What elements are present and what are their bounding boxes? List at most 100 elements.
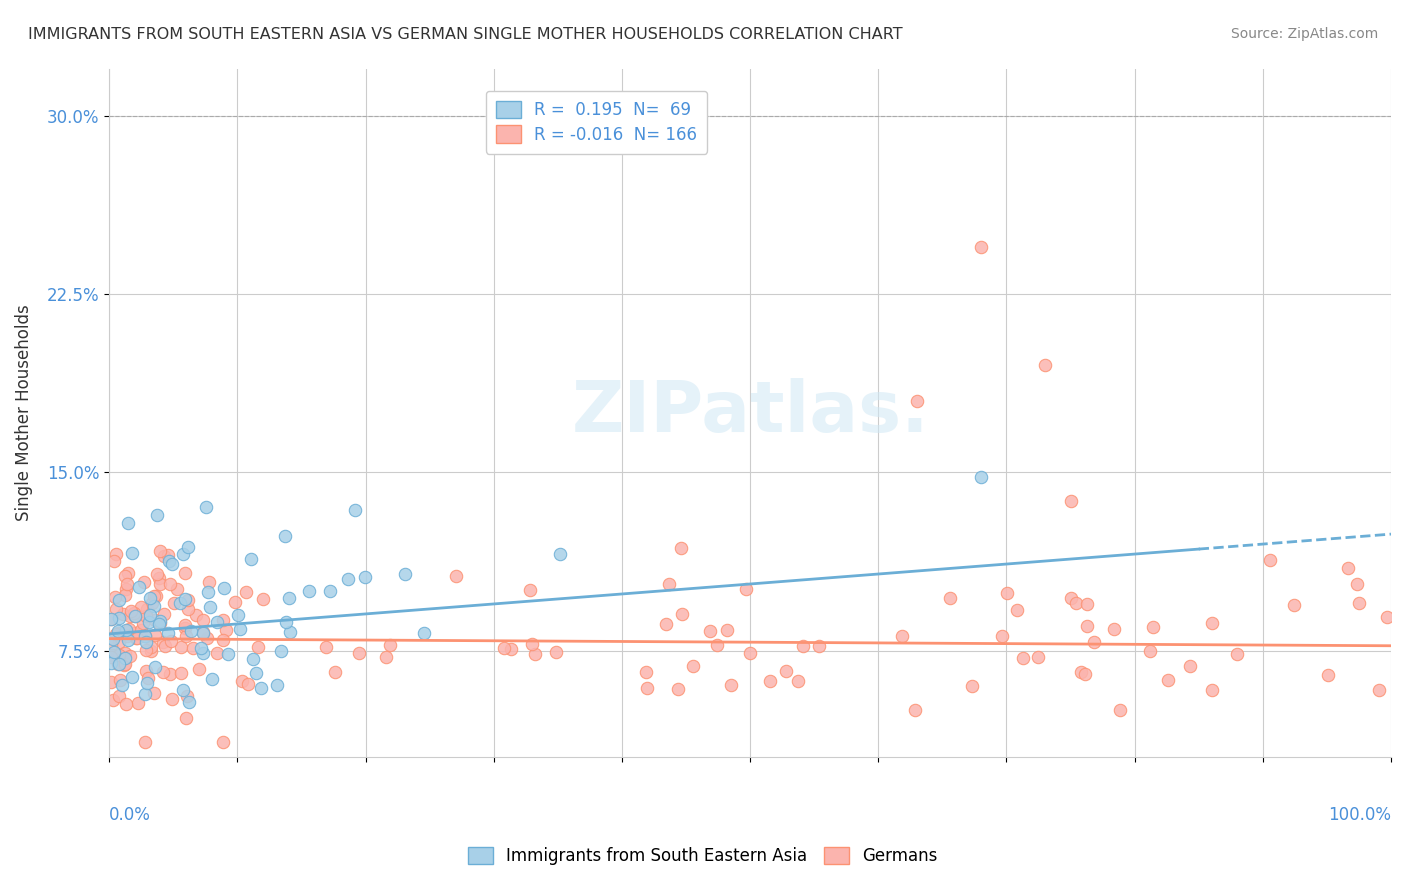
- Point: [134, 687, 156, 701]
- Point: [104, 547, 127, 561]
- Point: [104, 601, 127, 615]
- Point: [792, 639, 814, 653]
- Point: [1102, 623, 1125, 637]
- Point: [190, 641, 212, 656]
- Point: [738, 646, 761, 660]
- Point: [1026, 649, 1049, 664]
- Point: [207, 646, 229, 660]
- Point: [134, 629, 156, 643]
- Point: [107, 626, 129, 640]
- Point: [666, 681, 689, 696]
- Point: [706, 638, 728, 652]
- Point: [117, 632, 139, 647]
- Point: [266, 678, 288, 692]
- Point: [141, 596, 163, 610]
- Point: [115, 624, 138, 638]
- Text: 0.0%: 0.0%: [110, 805, 150, 823]
- Point: [249, 681, 271, 696]
- Point: [716, 624, 738, 638]
- Point: [100, 612, 122, 626]
- Point: [107, 624, 129, 639]
- Point: [544, 645, 567, 659]
- Point: [252, 592, 274, 607]
- Point: [132, 615, 155, 630]
- Point: [139, 640, 162, 655]
- Point: [1376, 610, 1399, 624]
- Point: [380, 638, 402, 652]
- Point: [132, 574, 155, 589]
- Point: [1258, 553, 1281, 567]
- Point: [274, 615, 297, 629]
- Point: [136, 671, 159, 685]
- Point: [129, 624, 152, 638]
- Point: [1201, 683, 1223, 698]
- Point: [107, 657, 129, 672]
- Point: [242, 652, 264, 666]
- Point: [278, 625, 301, 640]
- Point: [121, 669, 143, 683]
- Point: [1109, 703, 1132, 717]
- Point: [197, 585, 219, 599]
- Point: [212, 735, 235, 749]
- Point: [153, 549, 176, 564]
- Point: [195, 631, 218, 645]
- Point: [100, 656, 122, 670]
- Point: [890, 629, 912, 643]
- Point: [124, 609, 146, 624]
- Point: [1142, 620, 1164, 634]
- Point: [155, 639, 177, 653]
- Point: [176, 629, 198, 643]
- Point: [107, 690, 129, 704]
- Point: [1282, 599, 1305, 613]
- Point: [114, 650, 136, 665]
- Point: [176, 689, 198, 703]
- Point: [1076, 619, 1098, 633]
- Point: [104, 627, 127, 641]
- Point: [759, 673, 782, 688]
- Point: [173, 591, 195, 606]
- Point: [1337, 561, 1360, 575]
- Point: [412, 625, 434, 640]
- Point: [519, 583, 541, 598]
- Point: [235, 585, 257, 599]
- Point: [273, 529, 295, 543]
- Point: [181, 640, 204, 655]
- Point: [655, 617, 678, 632]
- Point: [187, 662, 209, 676]
- Point: [735, 582, 758, 596]
- Point: [145, 589, 167, 603]
- Point: [374, 649, 396, 664]
- Point: [176, 601, 198, 615]
- Point: [107, 648, 129, 662]
- Point: [135, 602, 157, 616]
- Point: [114, 646, 136, 660]
- Point: [191, 624, 214, 639]
- Point: [997, 586, 1019, 600]
- Point: [1033, 359, 1056, 373]
- Point: [212, 632, 235, 647]
- Point: [1059, 493, 1081, 508]
- Point: [125, 631, 148, 645]
- Point: [143, 613, 166, 627]
- Point: [807, 639, 830, 653]
- Point: [669, 541, 692, 556]
- Point: [143, 628, 166, 642]
- Point: [180, 624, 202, 638]
- Point: [157, 554, 180, 568]
- Legend: R =  0.195  N=  69, R = -0.016  N= 166: R = 0.195 N= 69, R = -0.016 N= 166: [485, 91, 707, 153]
- Point: [501, 642, 523, 657]
- Point: [337, 572, 360, 586]
- Y-axis label: Single Mother Households: Single Mother Households: [15, 304, 32, 521]
- Point: [1064, 596, 1087, 610]
- Point: [905, 394, 928, 409]
- Point: [148, 571, 170, 585]
- Point: [394, 567, 416, 582]
- Point: [117, 516, 139, 531]
- Point: [775, 664, 797, 678]
- Point: [658, 577, 681, 591]
- Point: [143, 685, 166, 699]
- Point: [172, 547, 194, 561]
- Point: [114, 582, 136, 596]
- Point: [169, 640, 191, 655]
- Point: [446, 568, 468, 582]
